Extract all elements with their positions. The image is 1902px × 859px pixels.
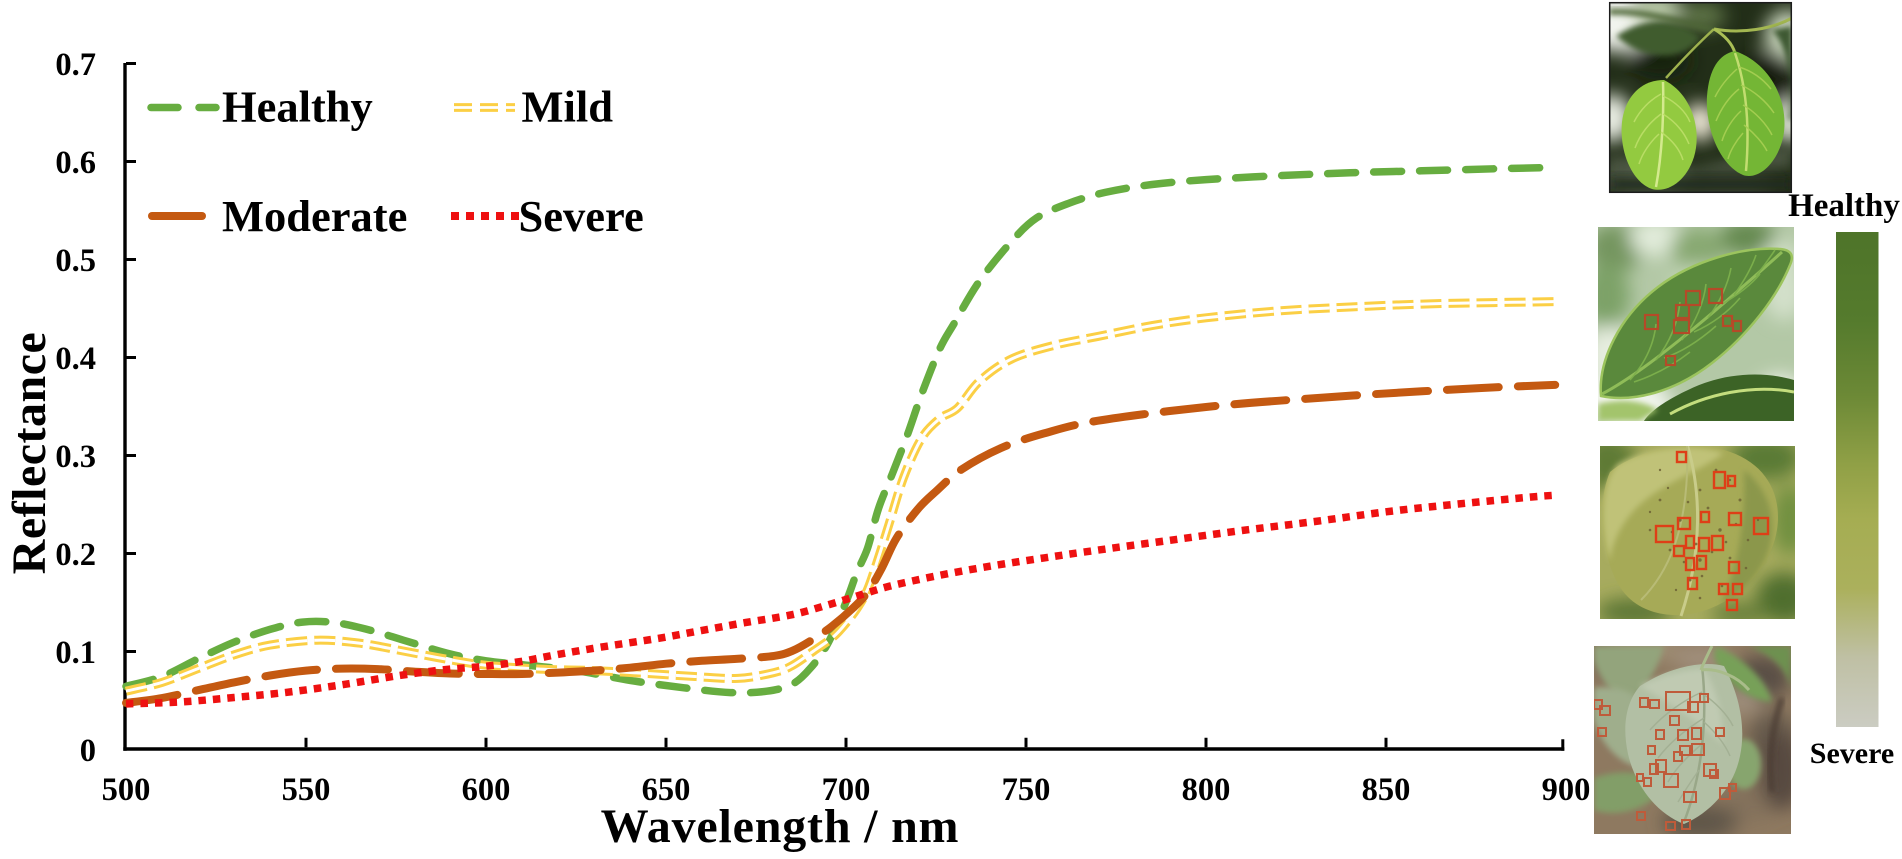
svg-text:0.7: 0.7 — [55, 47, 96, 83]
svg-text:Moderate: Moderate — [222, 191, 407, 241]
svg-text:0.4: 0.4 — [55, 341, 96, 377]
svg-text:700: 700 — [822, 772, 871, 808]
svg-text:Severe: Severe — [1810, 737, 1894, 770]
svg-text:900: 900 — [1542, 772, 1591, 808]
svg-text:Healthy: Healthy — [222, 82, 373, 132]
svg-text:650: 650 — [642, 772, 691, 808]
svg-text:0.5: 0.5 — [55, 243, 96, 279]
svg-text:Reflectance: Reflectance — [3, 332, 56, 575]
svg-text:600: 600 — [462, 772, 511, 808]
svg-text:Severe: Severe — [519, 191, 644, 241]
svg-text:800: 800 — [1182, 772, 1231, 808]
svg-text:0.6: 0.6 — [55, 145, 96, 181]
svg-text:0.3: 0.3 — [55, 439, 96, 475]
svg-text:Mild: Mild — [522, 82, 614, 132]
svg-text:0.2: 0.2 — [55, 537, 96, 573]
svg-text:850: 850 — [1362, 772, 1411, 808]
svg-text:Wavelength / nm: Wavelength / nm — [601, 800, 960, 853]
svg-text:Healthy: Healthy — [1788, 188, 1900, 224]
svg-text:500: 500 — [102, 772, 151, 808]
svg-text:750: 750 — [1002, 772, 1051, 808]
svg-text:550: 550 — [282, 772, 331, 808]
svg-text:0.1: 0.1 — [55, 635, 96, 671]
svg-text:0: 0 — [80, 733, 96, 769]
